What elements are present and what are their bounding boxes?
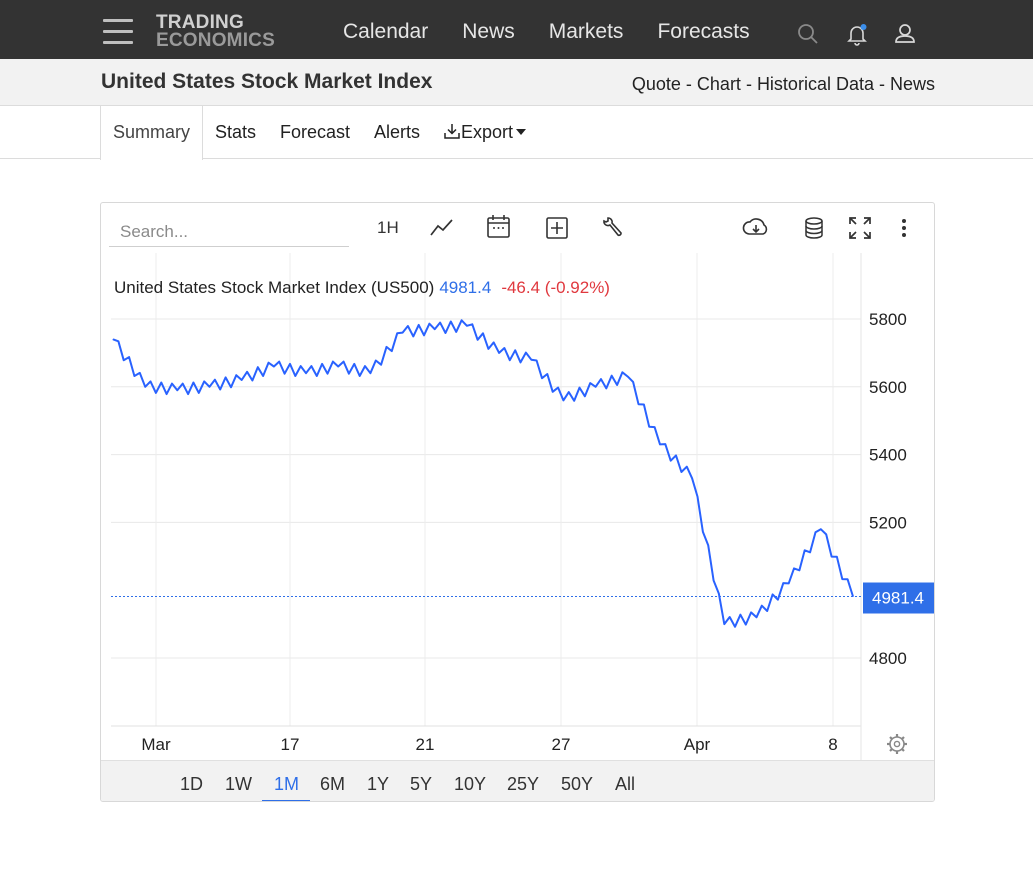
data-point xyxy=(595,386,597,388)
range-1d[interactable]: 1D xyxy=(180,774,204,794)
chart-search-input[interactable] xyxy=(109,217,349,247)
data-point xyxy=(337,365,339,367)
data-point xyxy=(369,372,371,374)
line-chart-type-icon[interactable] xyxy=(429,216,455,240)
logo-line1: TRADING xyxy=(156,12,244,33)
data-point xyxy=(112,338,114,340)
x-tick-label: 8 xyxy=(828,735,837,754)
legend-change: -46.4 (-0.92%) xyxy=(501,278,610,297)
fullscreen-icon[interactable] xyxy=(848,216,872,240)
user-account-icon[interactable] xyxy=(894,22,918,46)
tab-forecast[interactable]: Forecast xyxy=(280,122,351,142)
nav-news[interactable]: News xyxy=(462,20,515,43)
data-point xyxy=(659,443,661,445)
data-point xyxy=(852,596,854,598)
data-point xyxy=(788,582,790,584)
title-bar: United States Stock Market Index Quote - C… xyxy=(0,59,1033,106)
database-icon[interactable] xyxy=(803,216,825,240)
data-point xyxy=(530,359,532,361)
top-navbar: TRADING ECONOMICS Calendar News Markets … xyxy=(0,0,1033,59)
more-options-icon[interactable] xyxy=(899,216,909,240)
range-50y[interactable]: 50Y xyxy=(561,774,594,794)
x-tick-label: Apr xyxy=(684,735,711,754)
wrench-icon[interactable] xyxy=(600,216,624,242)
data-point xyxy=(723,623,725,625)
section-tabs: Summary Stats Forecast Alerts Export xyxy=(0,106,1033,160)
nav-calendar[interactable]: Calendar xyxy=(343,20,429,43)
range-1w[interactable]: 1W xyxy=(225,774,252,794)
y-tick-label: 5400 xyxy=(869,446,907,465)
search-icon[interactable] xyxy=(797,23,819,45)
export-label: Export xyxy=(461,122,514,142)
y-tick-label: 5200 xyxy=(869,513,907,532)
data-point xyxy=(627,376,629,378)
range-1y[interactable]: 1Y xyxy=(367,774,390,794)
data-point xyxy=(691,477,693,479)
y-tick-label: 5600 xyxy=(869,378,907,397)
data-point xyxy=(241,379,243,381)
data-point xyxy=(209,386,211,388)
x-tick-label: 21 xyxy=(416,735,435,754)
last-price-label: 4981.4 xyxy=(872,589,924,608)
tab-alerts[interactable]: Alerts xyxy=(374,122,421,142)
data-point xyxy=(562,399,564,401)
range-1m[interactable]: 1M xyxy=(274,774,300,794)
data-point xyxy=(273,365,275,367)
quick-links: Quote - Chart - Historical Data - News xyxy=(631,74,935,94)
y-tick-label: 5800 xyxy=(869,310,907,329)
link-quote[interactable]: Quote xyxy=(631,74,681,94)
data-point xyxy=(820,528,822,530)
range-selector: 1D 1W 1M 6M 1Y 5Y 10Y 25Y 50Y All xyxy=(101,760,934,801)
chart-settings-icon[interactable] xyxy=(887,734,907,754)
chart-legend: United States Stock Market Index (US500)… xyxy=(114,278,610,297)
add-indicator-icon[interactable] xyxy=(545,216,569,240)
price-line-series xyxy=(112,319,854,628)
site-logo[interactable]: TRADING ECONOMICS xyxy=(156,12,275,51)
logo-line2: ECONOMICS xyxy=(156,30,275,51)
data-point xyxy=(466,325,468,327)
data-point xyxy=(755,616,757,618)
data-point xyxy=(498,352,500,354)
export-dropdown[interactable]: Export xyxy=(443,106,527,159)
data-point xyxy=(176,389,178,391)
x-tick-label: 17 xyxy=(281,735,300,754)
menu-icon[interactable] xyxy=(103,19,133,45)
notification-bell-icon[interactable] xyxy=(846,22,870,46)
tab-stats[interactable]: Stats xyxy=(215,122,257,142)
range-6m[interactable]: 6M xyxy=(320,774,346,794)
calendar-icon[interactable] xyxy=(486,214,512,240)
data-point xyxy=(434,328,436,330)
main-nav: Calendar News Markets Forecasts xyxy=(343,20,784,44)
data-point xyxy=(402,332,404,334)
x-tick-label: 27 xyxy=(552,735,571,754)
range-25y[interactable]: 25Y xyxy=(507,774,540,794)
cloud-download-icon[interactable] xyxy=(741,216,771,240)
link-news[interactable]: News xyxy=(889,74,935,94)
x-tick-label: Mar xyxy=(141,735,171,754)
nav-markets[interactable]: Markets xyxy=(548,20,624,43)
legend-value: 4981.4 xyxy=(439,278,491,297)
y-tick-label: 4800 xyxy=(869,649,907,668)
chevron-down-icon xyxy=(516,128,527,135)
data-point xyxy=(144,386,146,388)
active-range-indicator xyxy=(262,800,310,801)
tab-summary[interactable]: Summary xyxy=(100,106,204,160)
nav-forecasts[interactable]: Forecasts xyxy=(657,20,750,43)
range-5y[interactable]: 5Y xyxy=(410,774,433,794)
page-title: United States Stock Market Index xyxy=(101,70,433,93)
download-icon xyxy=(444,124,460,139)
link-chart[interactable]: Chart xyxy=(696,74,741,94)
legend-series-name: United States Stock Market Index (US500) xyxy=(114,278,434,297)
interval-selector[interactable]: 1H xyxy=(377,218,399,237)
last-price-badge xyxy=(863,582,934,614)
range-all[interactable]: All xyxy=(615,774,636,794)
data-point xyxy=(305,372,307,374)
range-10y[interactable]: 10Y xyxy=(454,774,487,794)
price-chart[interactable]: 5800 5600 5400 5200 4800 Mar 17 21 27 Apr 8 4981.… xyxy=(101,203,935,760)
link-historical-data[interactable]: Historical Data xyxy=(756,74,874,94)
